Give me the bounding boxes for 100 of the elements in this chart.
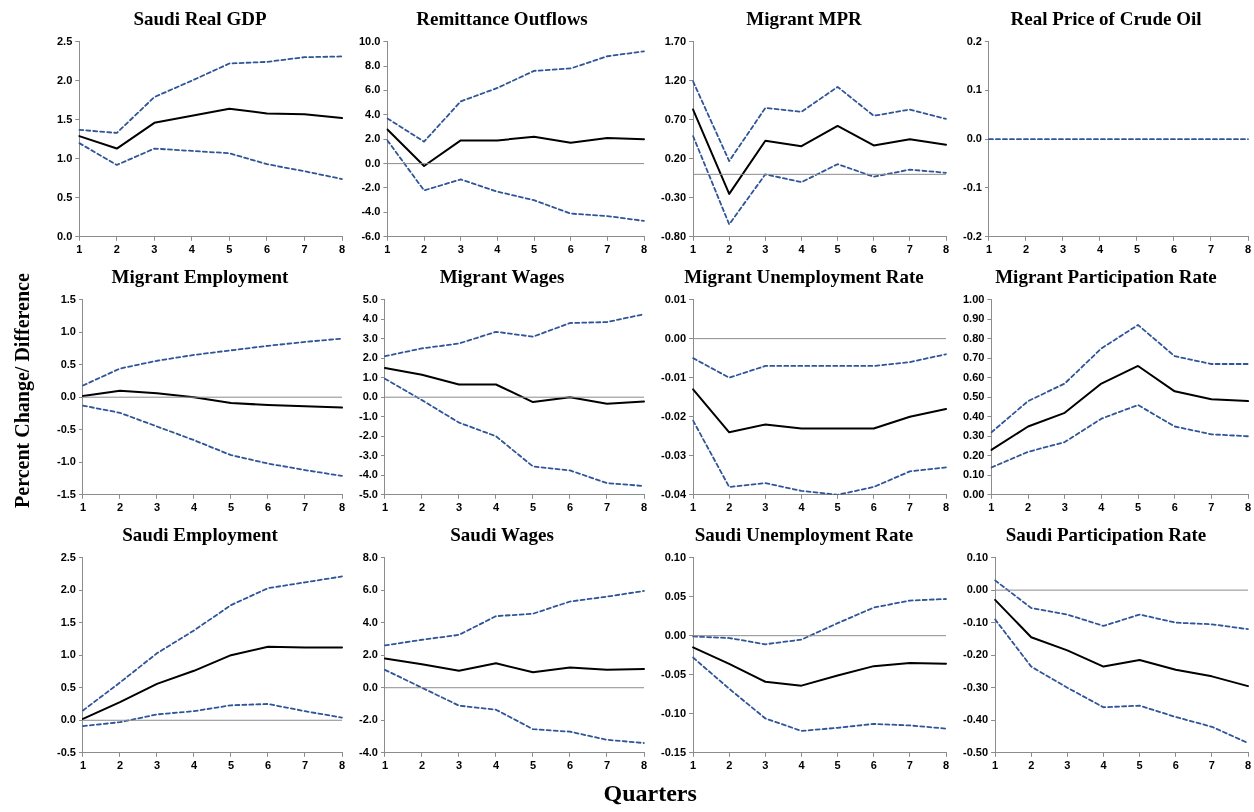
- chart-title: Saudi Unemployment Rate: [693, 523, 915, 547]
- y-tick-label: -0.80: [660, 229, 687, 242]
- x-tick-label: 3: [762, 501, 769, 514]
- y-tick-label: -2.0: [361, 181, 381, 194]
- x-tick-label: 7: [906, 243, 913, 256]
- chart-title: Migrant Employment: [110, 265, 290, 289]
- x-tick-label: 5: [1136, 759, 1143, 772]
- y-tick-label: 0.10: [962, 468, 985, 481]
- y-tick-label: -0.10: [962, 615, 989, 628]
- y-tick-label: -5.0: [358, 487, 378, 500]
- y-tick-label: 0.0: [60, 713, 76, 726]
- x-tick-label: 2: [116, 501, 124, 514]
- y-tick-label: -0.15: [660, 745, 687, 758]
- x-tick-label: 4: [190, 759, 198, 772]
- x-tick-label: 4: [494, 243, 502, 256]
- y-tick-label: 1.0: [60, 648, 76, 661]
- y-tick-label: 2.5: [60, 550, 76, 563]
- x-tick-label: 8: [942, 501, 950, 514]
- x-tick-label: 4: [1100, 759, 1108, 772]
- x-tick-label: 2: [418, 759, 426, 772]
- x-tick-label: 3: [455, 759, 463, 772]
- x-tick-label: 7: [1207, 243, 1215, 256]
- y-tick-label: 1.0: [56, 151, 73, 164]
- y-tick-label: -0.1: [962, 181, 982, 194]
- x-tick-label: 1: [76, 243, 83, 256]
- x-tick-label: 2: [418, 501, 426, 514]
- x-tick-label: 6: [264, 501, 272, 514]
- y-tick-label: -2.0: [358, 429, 378, 442]
- x-tick-label: 4: [188, 243, 196, 256]
- chart-title: Saudi Real GDP: [132, 7, 268, 31]
- y-tick-label: 6.0: [365, 83, 381, 96]
- y-tick-label: -0.50: [962, 745, 989, 758]
- x-tick-label: 3: [153, 759, 161, 772]
- y-tick-label: 4.0: [362, 615, 378, 628]
- y-tick-label: 0.0: [966, 132, 982, 145]
- x-tick-label: 8: [1244, 501, 1252, 514]
- y-tick-label: -4.0: [361, 205, 381, 218]
- x-tick-label: 8: [640, 501, 648, 514]
- x-tick-label: 2: [421, 243, 428, 256]
- x-tick-label: 7: [1208, 759, 1215, 772]
- x-tick-label: 1: [79, 759, 87, 772]
- x-tick-label: 6: [870, 243, 877, 256]
- y-tick-label: 6.0: [362, 583, 378, 596]
- x-tick-label: 1: [690, 243, 697, 256]
- x-tick-label: 8: [640, 759, 648, 772]
- x-tick-label: 4: [190, 501, 198, 514]
- y-tick-label: -0.05: [660, 667, 687, 680]
- x-tick-label: 8: [338, 243, 346, 256]
- chart-title: Migrant Unemployment Rate: [683, 265, 925, 289]
- chart-title: Saudi Participation Rate: [1004, 523, 1208, 547]
- y-tick-label: 0.60: [962, 370, 985, 383]
- x-tick-label: 7: [604, 243, 611, 256]
- x-tick-label: 1: [690, 759, 697, 772]
- y-tick-label: 0.00: [664, 331, 687, 344]
- x-tick-label: 5: [834, 501, 841, 514]
- x-tick-label: 5: [529, 759, 537, 772]
- x-tick-label: 6: [870, 759, 877, 772]
- y-tick-label: 2.0: [60, 583, 76, 596]
- y-tick-label: 1.5: [60, 292, 76, 305]
- x-tick-label: 5: [1134, 501, 1142, 514]
- x-tick-label: 1: [985, 243, 993, 256]
- y-tick-label: 0.5: [60, 680, 76, 693]
- y-tick-label: 0.0: [56, 229, 73, 242]
- y-tick-label: 1.5: [56, 112, 73, 125]
- x-tick-label: 7: [603, 759, 611, 772]
- y-tick-label: 0.2: [966, 34, 982, 47]
- x-tick-label: 2: [1028, 759, 1035, 772]
- x-tick-label: 3: [762, 243, 769, 256]
- y-tick-label: -0.01: [660, 370, 687, 383]
- x-tick-label: 8: [640, 243, 648, 256]
- y-tick-label: 1.0: [362, 370, 378, 383]
- x-tick-label: 1: [992, 759, 999, 772]
- y-tick-label: 0.5: [56, 190, 73, 203]
- chart-title: Migrant Participation Rate: [994, 265, 1218, 289]
- x-tick-label: 6: [1170, 243, 1178, 256]
- x-tick-label: 1: [690, 501, 697, 514]
- y-tick-label: 0.20: [664, 151, 687, 164]
- y-tick-label: -0.30: [660, 190, 687, 203]
- x-tick-label: 4: [492, 501, 500, 514]
- x-tick-label: 7: [301, 501, 309, 514]
- x-tick-label: 5: [227, 501, 235, 514]
- x-tick-label: 7: [301, 243, 308, 256]
- x-tick-label: 3: [762, 759, 769, 772]
- y-tick-label: 1.0: [60, 325, 76, 338]
- y-tick-label: -6.0: [361, 229, 381, 242]
- y-tick-label: 0.01: [664, 292, 687, 305]
- y-tick-label: 1.70: [664, 34, 687, 47]
- y-tick-label: 0.40: [962, 409, 985, 422]
- chart-title: Migrant MPR: [745, 7, 863, 31]
- y-tick-label: 0.90: [962, 312, 985, 325]
- y-tick-label: -2.0: [358, 713, 378, 726]
- y-tick-label: 2.5: [56, 34, 73, 47]
- x-tick-label: 2: [726, 501, 733, 514]
- y-tick-label: 2.0: [362, 648, 378, 661]
- x-tick-label: 5: [1133, 243, 1141, 256]
- y-tick-label: 1.00: [962, 292, 985, 305]
- x-tick-label: 2: [1025, 501, 1032, 514]
- x-tick-label: 4: [492, 759, 500, 772]
- y-tick-label: 0.0: [365, 156, 381, 169]
- x-tick-label: 8: [338, 501, 346, 514]
